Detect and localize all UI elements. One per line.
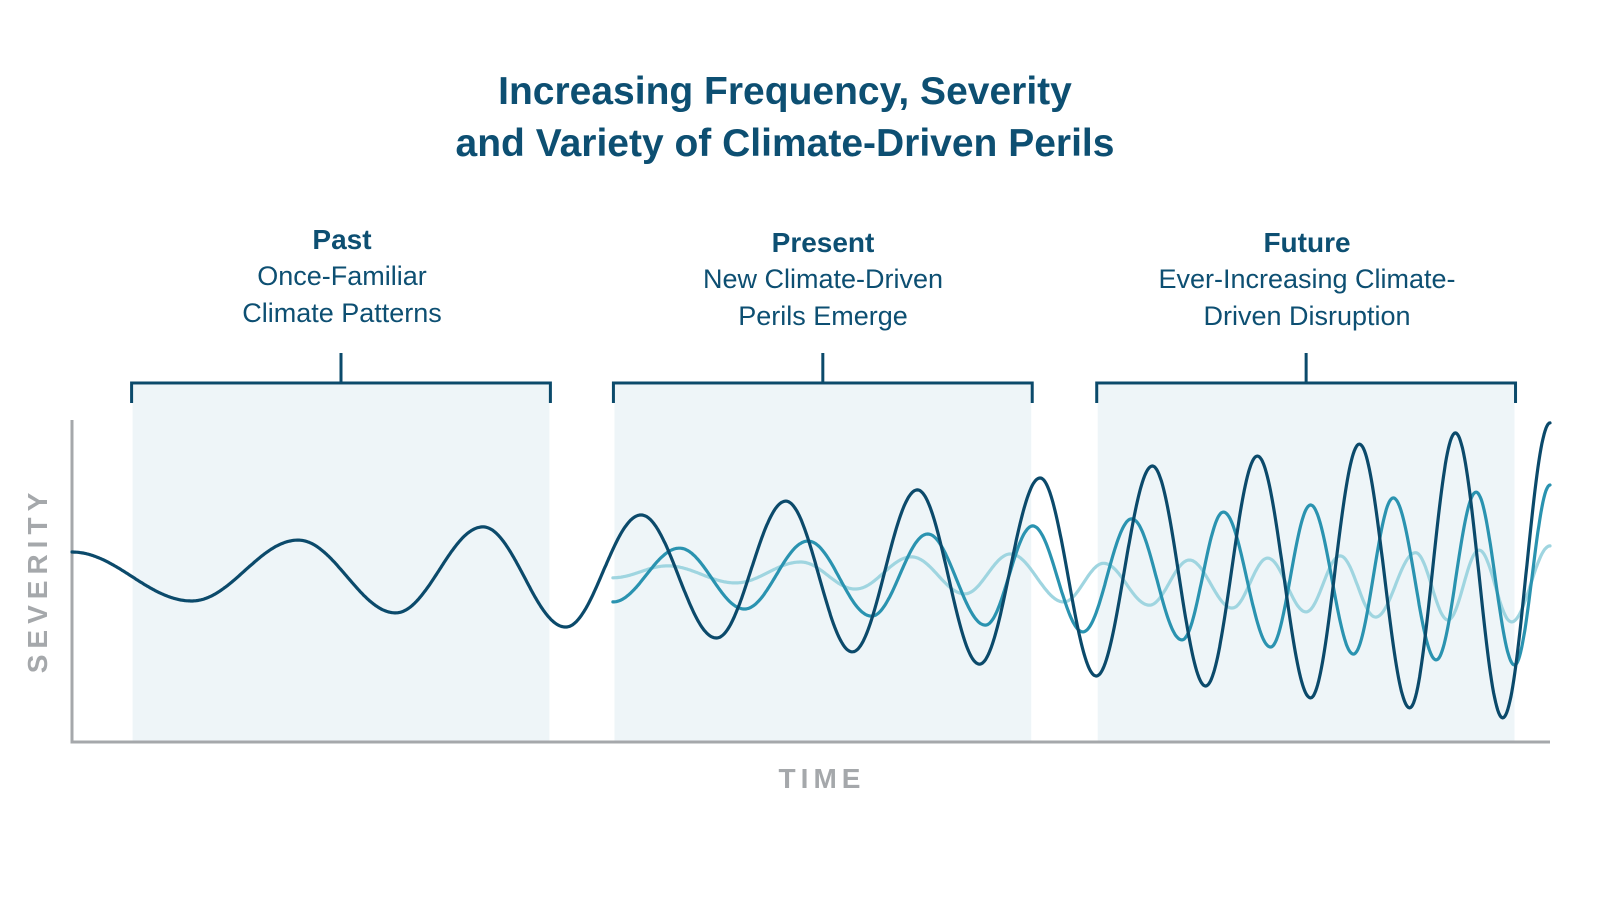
period-shade-future bbox=[1097, 385, 1515, 742]
period-subtitle-line: Perils Emerge bbox=[738, 301, 908, 331]
x-axis-label: TIME bbox=[778, 763, 866, 794]
period-bracket-future bbox=[1095, 353, 1518, 403]
period-subtitle-line: Driven Disruption bbox=[1203, 301, 1411, 331]
period-bracket-past bbox=[130, 353, 552, 403]
series-line-2 bbox=[611, 544, 1552, 624]
series-line-0 bbox=[70, 421, 1552, 720]
period-label-present: Present New Climate-Driven Perils Emerge bbox=[593, 225, 1053, 335]
period-label-future: Future Ever-Increasing Climate- Driven D… bbox=[1077, 225, 1537, 335]
title-line-2: and Variety of Climate-Driven Perils bbox=[455, 122, 1115, 165]
period-label-past: Past Once-Familiar Climate Patterns bbox=[112, 222, 572, 332]
period-bracket-present bbox=[611, 353, 1034, 403]
period-subtitle-line: Ever-Increasing Climate- bbox=[1158, 264, 1456, 294]
title-line-1: Increasing Frequency, Severity bbox=[498, 70, 1072, 113]
period-shade-present bbox=[614, 385, 1032, 742]
period-subtitle-line: Once-Familiar bbox=[257, 261, 427, 291]
period-shade-past bbox=[132, 385, 550, 742]
series-line-1 bbox=[611, 483, 1552, 667]
period-heading: Future bbox=[1263, 227, 1351, 258]
period-heading: Past bbox=[312, 224, 372, 255]
axes bbox=[70, 420, 1550, 744]
period-subtitle-line: Climate Patterns bbox=[242, 298, 442, 328]
period-subtitle-line: New Climate-Driven bbox=[702, 264, 944, 294]
period-heading: Present bbox=[771, 227, 875, 258]
chart-title: Increasing Frequency, Severity and Varie… bbox=[0, 66, 1570, 170]
y-axis-label: SEVERITY bbox=[22, 486, 53, 674]
